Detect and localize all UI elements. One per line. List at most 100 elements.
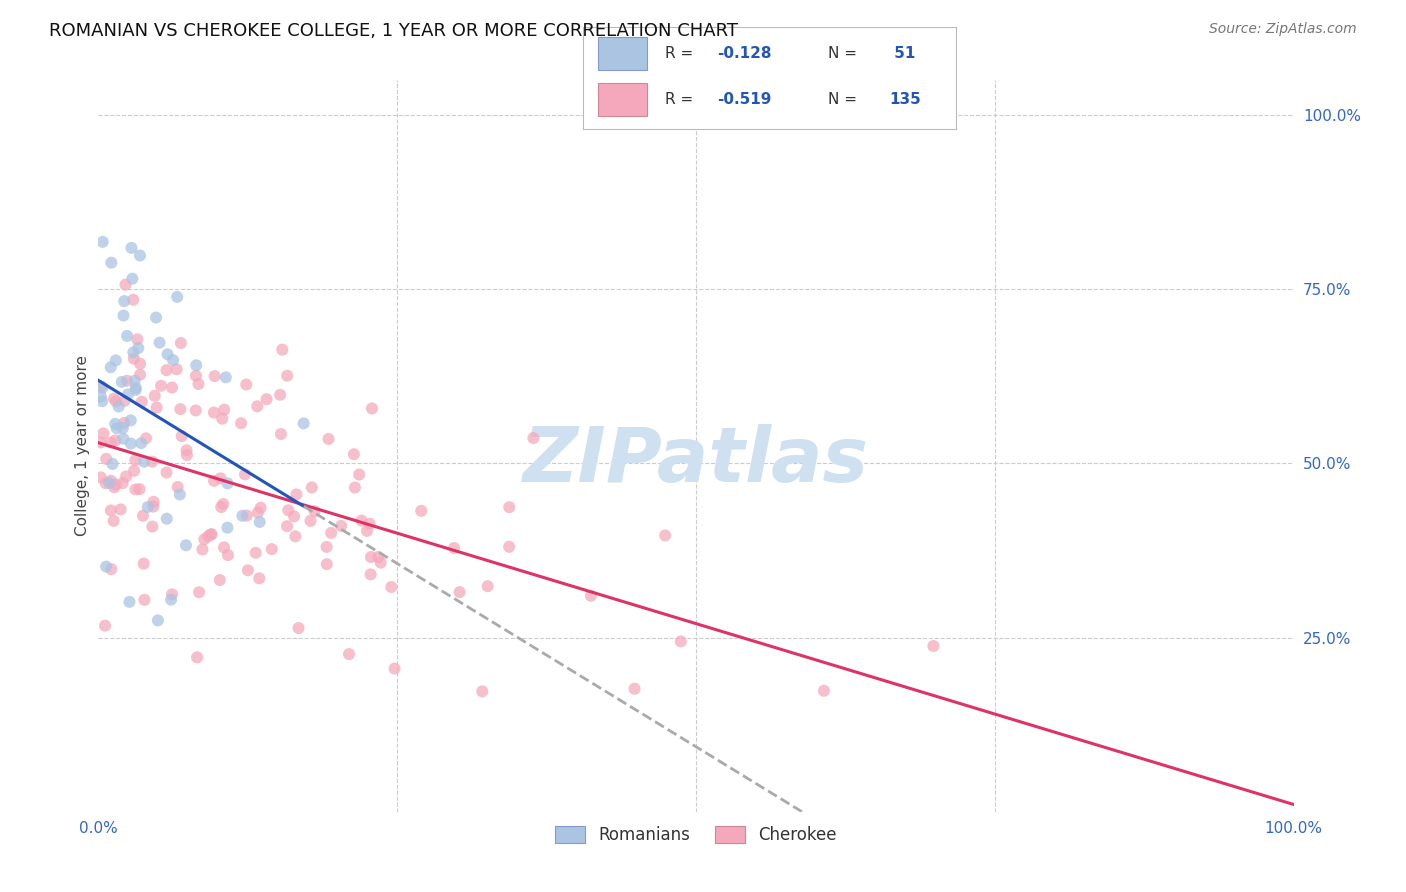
Point: [200, 527, 222, 541]
Point: [93, 426, 115, 441]
Point: [380, 580, 402, 594]
Point: [247, 571, 270, 585]
Point: [104, 477, 127, 491]
Point: [212, 402, 235, 417]
Point: [115, 469, 138, 483]
Point: [90, 470, 112, 484]
Point: [169, 487, 191, 501]
Point: [162, 353, 184, 368]
Text: 135: 135: [889, 92, 921, 107]
Point: [114, 393, 136, 408]
Point: [117, 387, 139, 401]
Point: [96, 451, 118, 466]
Point: [174, 538, 197, 552]
Point: [217, 521, 239, 535]
Point: [129, 436, 152, 450]
Point: [193, 533, 215, 547]
Point: [115, 374, 138, 388]
Point: [654, 528, 676, 542]
Point: [156, 347, 179, 361]
Point: [246, 506, 269, 520]
Point: [114, 277, 136, 292]
Point: [112, 309, 135, 323]
Point: [110, 502, 132, 516]
Point: [360, 567, 382, 582]
Point: [922, 639, 945, 653]
Point: [127, 341, 149, 355]
Point: [471, 684, 494, 698]
Point: [277, 503, 299, 517]
Point: [200, 527, 222, 541]
Point: [623, 681, 645, 696]
Point: [100, 435, 122, 450]
Point: [132, 508, 155, 523]
Point: [343, 447, 366, 461]
Point: [186, 650, 208, 665]
Point: [233, 467, 256, 482]
Point: [125, 381, 148, 395]
Point: [94, 559, 117, 574]
Point: [142, 500, 165, 514]
Point: [160, 587, 183, 601]
Y-axis label: College, 1 year or more: College, 1 year or more: [75, 356, 90, 536]
Point: [170, 429, 193, 443]
Point: [170, 336, 193, 351]
Point: [356, 524, 378, 538]
Point: [315, 540, 337, 554]
Point: [129, 357, 152, 371]
Point: [105, 421, 128, 435]
Point: [160, 380, 183, 394]
Point: [103, 480, 125, 494]
Point: [122, 464, 145, 478]
Point: [522, 431, 544, 445]
Point: [135, 431, 157, 445]
Point: [292, 417, 315, 431]
Point: [120, 436, 142, 450]
Text: N =: N =: [828, 92, 862, 107]
Text: Source: ZipAtlas.com: Source: ZipAtlas.com: [1209, 22, 1357, 37]
Point: [271, 343, 294, 357]
Point: [169, 402, 191, 417]
Point: [160, 592, 183, 607]
Point: [150, 379, 173, 393]
Point: [104, 417, 127, 431]
Point: [90, 435, 112, 450]
Text: R =: R =: [665, 92, 699, 107]
Point: [202, 474, 225, 488]
Point: [146, 614, 169, 628]
Point: [100, 503, 122, 517]
Point: [91, 394, 114, 409]
Point: [101, 457, 124, 471]
Point: [330, 519, 353, 533]
Point: [367, 549, 389, 564]
Point: [350, 514, 373, 528]
Point: [498, 500, 520, 515]
Point: [186, 358, 208, 372]
Point: [188, 585, 211, 599]
Point: [669, 634, 692, 648]
Point: [166, 362, 188, 376]
Point: [236, 563, 259, 577]
Point: [361, 401, 384, 416]
Point: [134, 592, 156, 607]
Point: [249, 500, 271, 515]
Point: [246, 400, 269, 414]
Point: [100, 256, 122, 270]
Point: [411, 504, 433, 518]
Point: [91, 235, 114, 249]
Point: [104, 353, 127, 368]
Point: [148, 335, 170, 350]
Point: [229, 416, 252, 430]
Point: [91, 381, 114, 395]
Point: [125, 383, 148, 397]
Point: [443, 541, 465, 555]
Point: [143, 389, 166, 403]
Point: [90, 390, 112, 404]
Point: [122, 351, 145, 366]
Point: [124, 483, 146, 497]
Point: [287, 621, 309, 635]
Point: [90, 379, 112, 393]
Text: R =: R =: [665, 45, 699, 61]
Point: [813, 683, 835, 698]
Point: [197, 529, 219, 543]
